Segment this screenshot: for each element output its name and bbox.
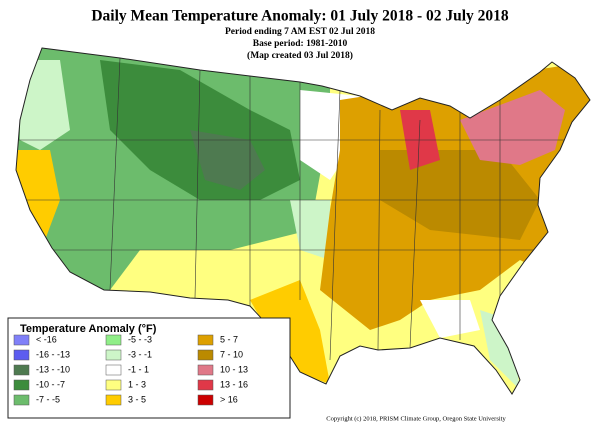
legend-swatch bbox=[105, 349, 122, 361]
legend-swatch bbox=[13, 364, 30, 376]
legend-swatch bbox=[197, 394, 214, 406]
legend-swatch bbox=[105, 394, 122, 406]
legend-label: -16 - -13 bbox=[36, 349, 70, 359]
legend: Temperature Anomaly (°F) < -16 -16 - -13 -… bbox=[7, 317, 291, 419]
legend-swatch bbox=[105, 364, 122, 376]
legend-label: 13 - 16 bbox=[220, 379, 248, 389]
legend-label: 1 - 3 bbox=[128, 379, 146, 389]
legend-swatch bbox=[197, 349, 214, 361]
legend-label: -3 - -1 bbox=[128, 349, 152, 359]
legend-label: 5 - 7 bbox=[220, 334, 238, 344]
legend-label: 10 - 13 bbox=[220, 364, 248, 374]
legend-label: -10 - -7 bbox=[36, 379, 65, 389]
legend-label: -1 - 1 bbox=[128, 364, 149, 374]
legend-swatch bbox=[105, 334, 122, 346]
region bbox=[16, 150, 60, 240]
us-outline bbox=[15, 47, 591, 395]
copyright: Copyright (c) 2018, PRISM Climate Group,… bbox=[326, 415, 506, 422]
legend-swatch bbox=[105, 379, 122, 391]
region bbox=[20, 60, 70, 150]
legend-label: -5 - -3 bbox=[128, 334, 152, 344]
legend-label: > 16 bbox=[220, 394, 238, 404]
legend-swatch bbox=[13, 394, 30, 406]
legend-swatch bbox=[197, 364, 214, 376]
state-lines bbox=[16, 57, 590, 361]
legend-label: -7 - -5 bbox=[36, 394, 60, 404]
legend-label: < -16 bbox=[36, 334, 57, 344]
legend-label: 7 - 10 bbox=[220, 349, 243, 359]
legend-swatch bbox=[197, 334, 214, 346]
legend-title: Temperature Anomaly (°F) bbox=[20, 323, 157, 335]
legend-swatch bbox=[13, 379, 30, 391]
legend-label: 3 - 5 bbox=[128, 394, 146, 404]
region bbox=[190, 130, 265, 190]
legend-box bbox=[7, 317, 291, 419]
legend-swatch bbox=[197, 379, 214, 391]
title: Daily Mean Temperature Anomaly: 01 July … bbox=[91, 8, 509, 25]
legend-swatch bbox=[13, 349, 30, 361]
legend-label: -13 - -10 bbox=[36, 364, 70, 374]
subtitle: Base period: 1981-2010 bbox=[253, 39, 348, 49]
subtitle: (Map created 03 Jul 2018) bbox=[247, 50, 353, 61]
subtitle: Period ending 7 AM EST 02 Jul 2018 bbox=[225, 27, 375, 37]
region bbox=[420, 300, 480, 338]
legend-swatch bbox=[13, 334, 30, 346]
region bbox=[460, 90, 565, 165]
